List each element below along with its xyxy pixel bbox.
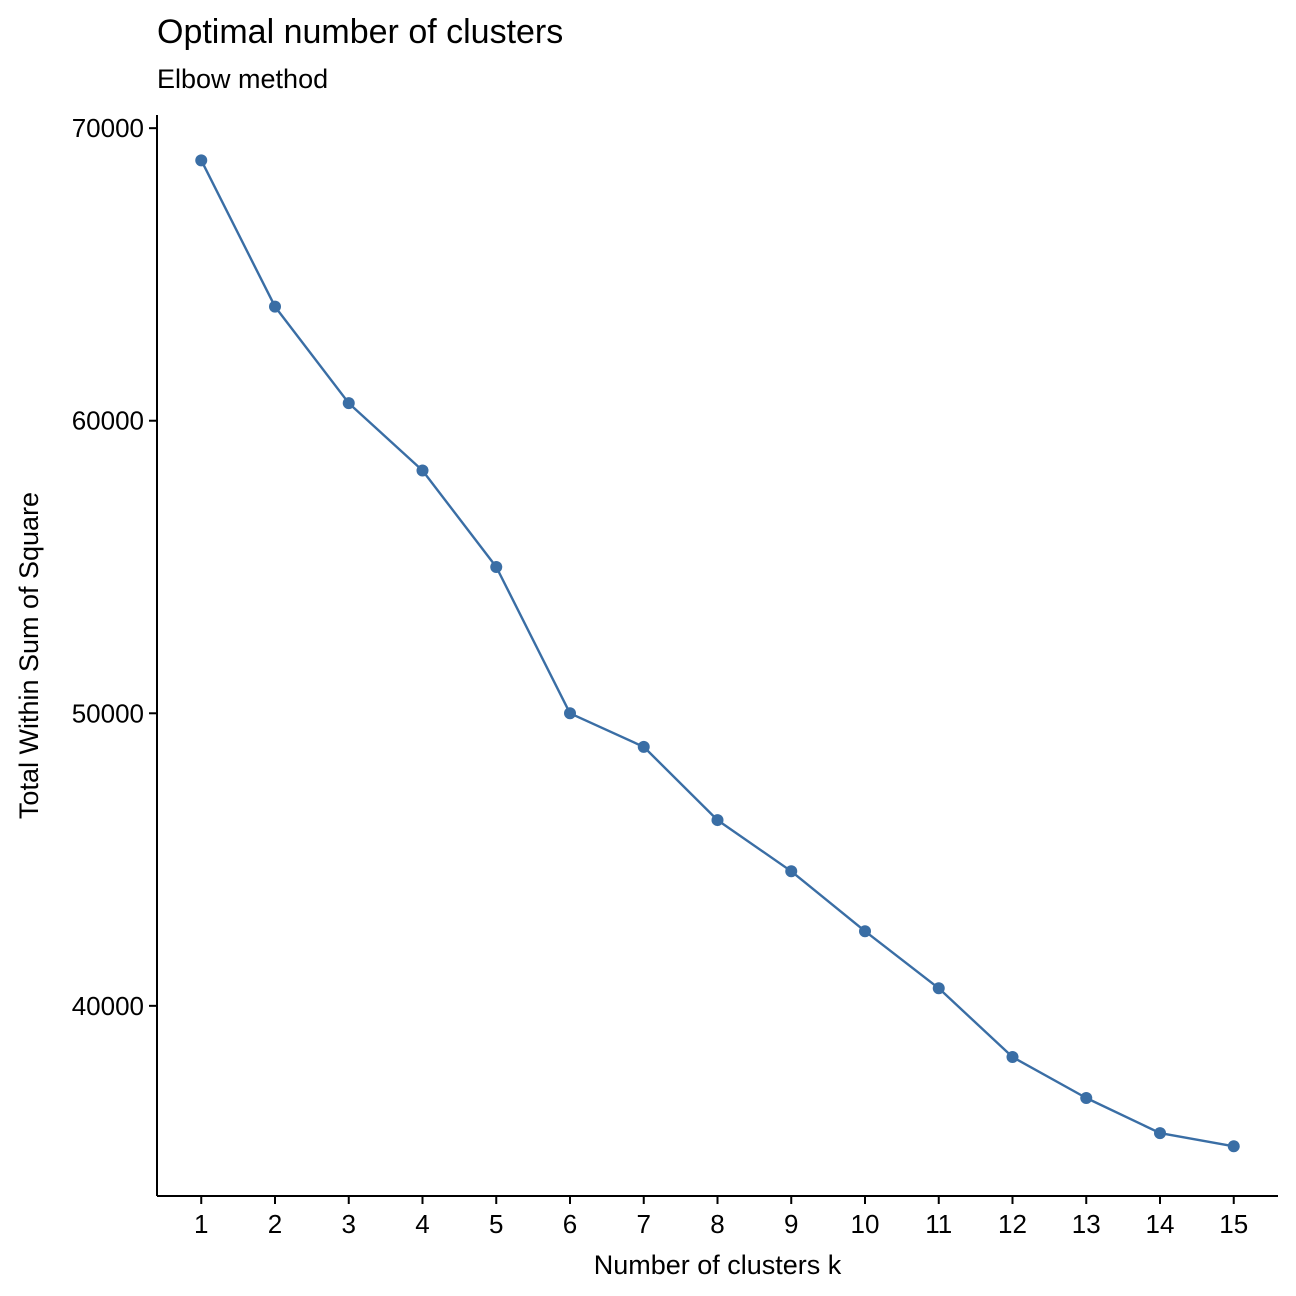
data-point-k5 xyxy=(490,561,503,574)
data-point-k15 xyxy=(1227,1140,1240,1153)
chart-subtitle: Elbow method xyxy=(157,64,329,94)
x-axis-title: Number of clusters k xyxy=(594,1250,842,1280)
y-tick-label: 60000 xyxy=(72,406,144,436)
data-point-k9 xyxy=(785,865,798,878)
y-axis-ticks: 40000 50000 60000 70000 xyxy=(72,113,157,1021)
data-point-k12 xyxy=(1006,1051,1019,1064)
data-point-k7 xyxy=(637,740,650,753)
x-tick-label: 1 xyxy=(194,1209,208,1239)
y-tick-label: 40000 xyxy=(72,991,144,1021)
data-point-k8 xyxy=(711,814,724,827)
x-tick-label: 9 xyxy=(784,1209,798,1239)
x-tick-label: 8 xyxy=(710,1209,724,1239)
x-tick-label: 10 xyxy=(851,1209,880,1239)
x-tick-label: 6 xyxy=(563,1209,577,1239)
data-point-k3 xyxy=(342,397,355,410)
data-point-k4 xyxy=(416,464,429,477)
x-tick-label: 5 xyxy=(489,1209,503,1239)
x-axis-ticks: 1 2 3 4 5 6 7 8 9 10 11 12 13 14 15 xyxy=(194,1196,1248,1239)
x-tick-label: 11 xyxy=(925,1209,952,1239)
series-wss xyxy=(195,154,1240,1153)
data-point-k14 xyxy=(1154,1127,1166,1140)
y-axis-title: Total Within Sum of Square xyxy=(14,492,44,819)
x-tick-label: 2 xyxy=(268,1209,282,1239)
series-line xyxy=(200,159,1235,1148)
x-tick-label: 13 xyxy=(1072,1209,1101,1239)
data-point-k2 xyxy=(269,300,281,313)
x-tick-label: 3 xyxy=(342,1209,356,1239)
x-tick-label: 4 xyxy=(415,1209,429,1239)
data-point-k13 xyxy=(1080,1091,1093,1104)
data-point-k11 xyxy=(932,982,945,995)
x-tick-label: 14 xyxy=(1146,1209,1175,1239)
x-tick-label: 7 xyxy=(637,1209,651,1239)
data-point-k1 xyxy=(195,154,208,167)
data-point-k10 xyxy=(859,925,871,938)
x-tick-label: 15 xyxy=(1219,1209,1248,1239)
data-point-k6 xyxy=(564,707,576,720)
x-tick-label: 12 xyxy=(998,1209,1027,1239)
y-tick-label: 70000 xyxy=(72,113,144,143)
chart-title: Optimal number of clusters xyxy=(157,13,564,51)
y-tick-label: 50000 xyxy=(72,698,144,728)
